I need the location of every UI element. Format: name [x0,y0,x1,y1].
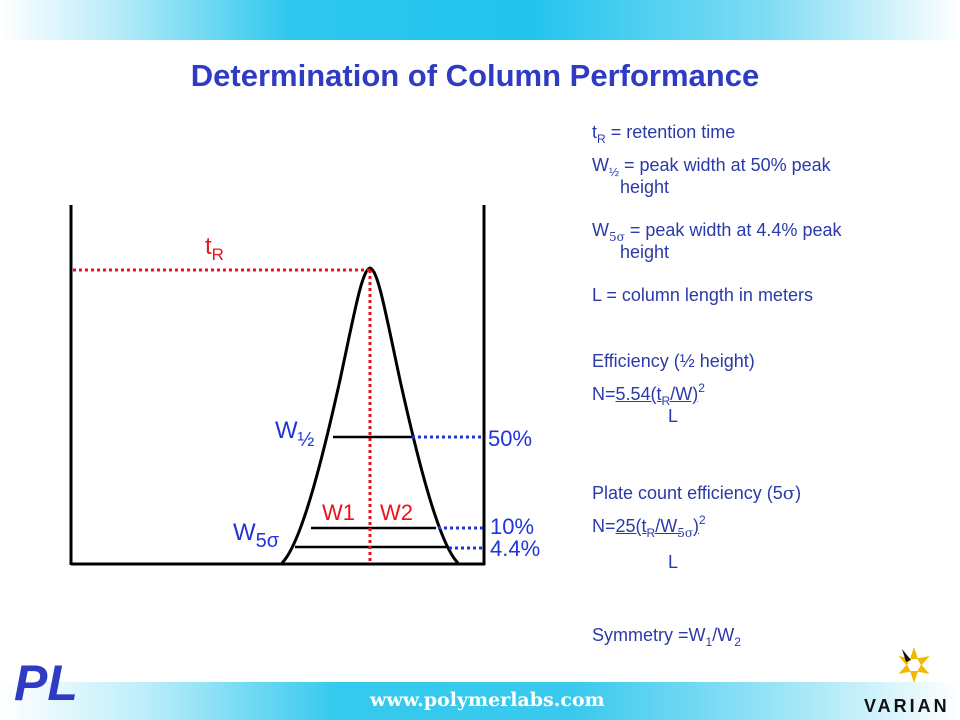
page-title: Determination of Column Performance [190,58,760,93]
top-gradient-band [0,0,960,40]
def-five-sigma-width: W5σ = peak width at 4.4% peak [592,220,842,244]
efficiency-formula: N=5.54(tR/W)2 [592,381,705,408]
w1-label: W1 [322,500,355,525]
tr-label: tR [205,233,224,264]
efficiency-denominator: L [668,406,679,426]
def-five-sigma-width-cont: height [620,242,670,262]
def-half-width-cont: height [620,177,670,197]
website-url[interactable]: www.polymerlabs.com [370,689,605,711]
efficiency-heading: Efficiency (½ height) [592,351,755,371]
polymer-labs-logo: PL [14,656,78,708]
def-column-length: L = column length in meters [592,285,813,305]
plate-count-formula: N=25(tR/W5σ)2 [592,513,706,540]
chromatogram-diagram: tR W½ W5σ W1 W2 50% 10% 4.4% [69,205,540,566]
plate-count-heading: Plate count efficiency (5σ) [592,483,802,504]
def-retention-time: tR = retention time [592,122,736,146]
symmetry-formula: Symmetry =W1/W2 [592,625,741,649]
w2-label: W2 [380,500,413,525]
fifty-pct-label: 50% [488,426,532,451]
ten-pct-label: 10% [490,514,534,539]
varian-logo-text: VARIAN [864,696,950,716]
def-half-width: W½ = peak width at 50% peak [592,155,831,179]
svg-text:PL: PL [14,656,78,708]
bottom-gradient-band [0,682,960,720]
varian-logo-icon [898,647,930,683]
four-pct-label: 4.4% [490,536,540,561]
peak-curve [280,266,460,565]
w5s-label: W5σ [233,519,280,552]
whalf-label: W½ [275,417,315,451]
plate-count-denominator: L [668,552,679,572]
